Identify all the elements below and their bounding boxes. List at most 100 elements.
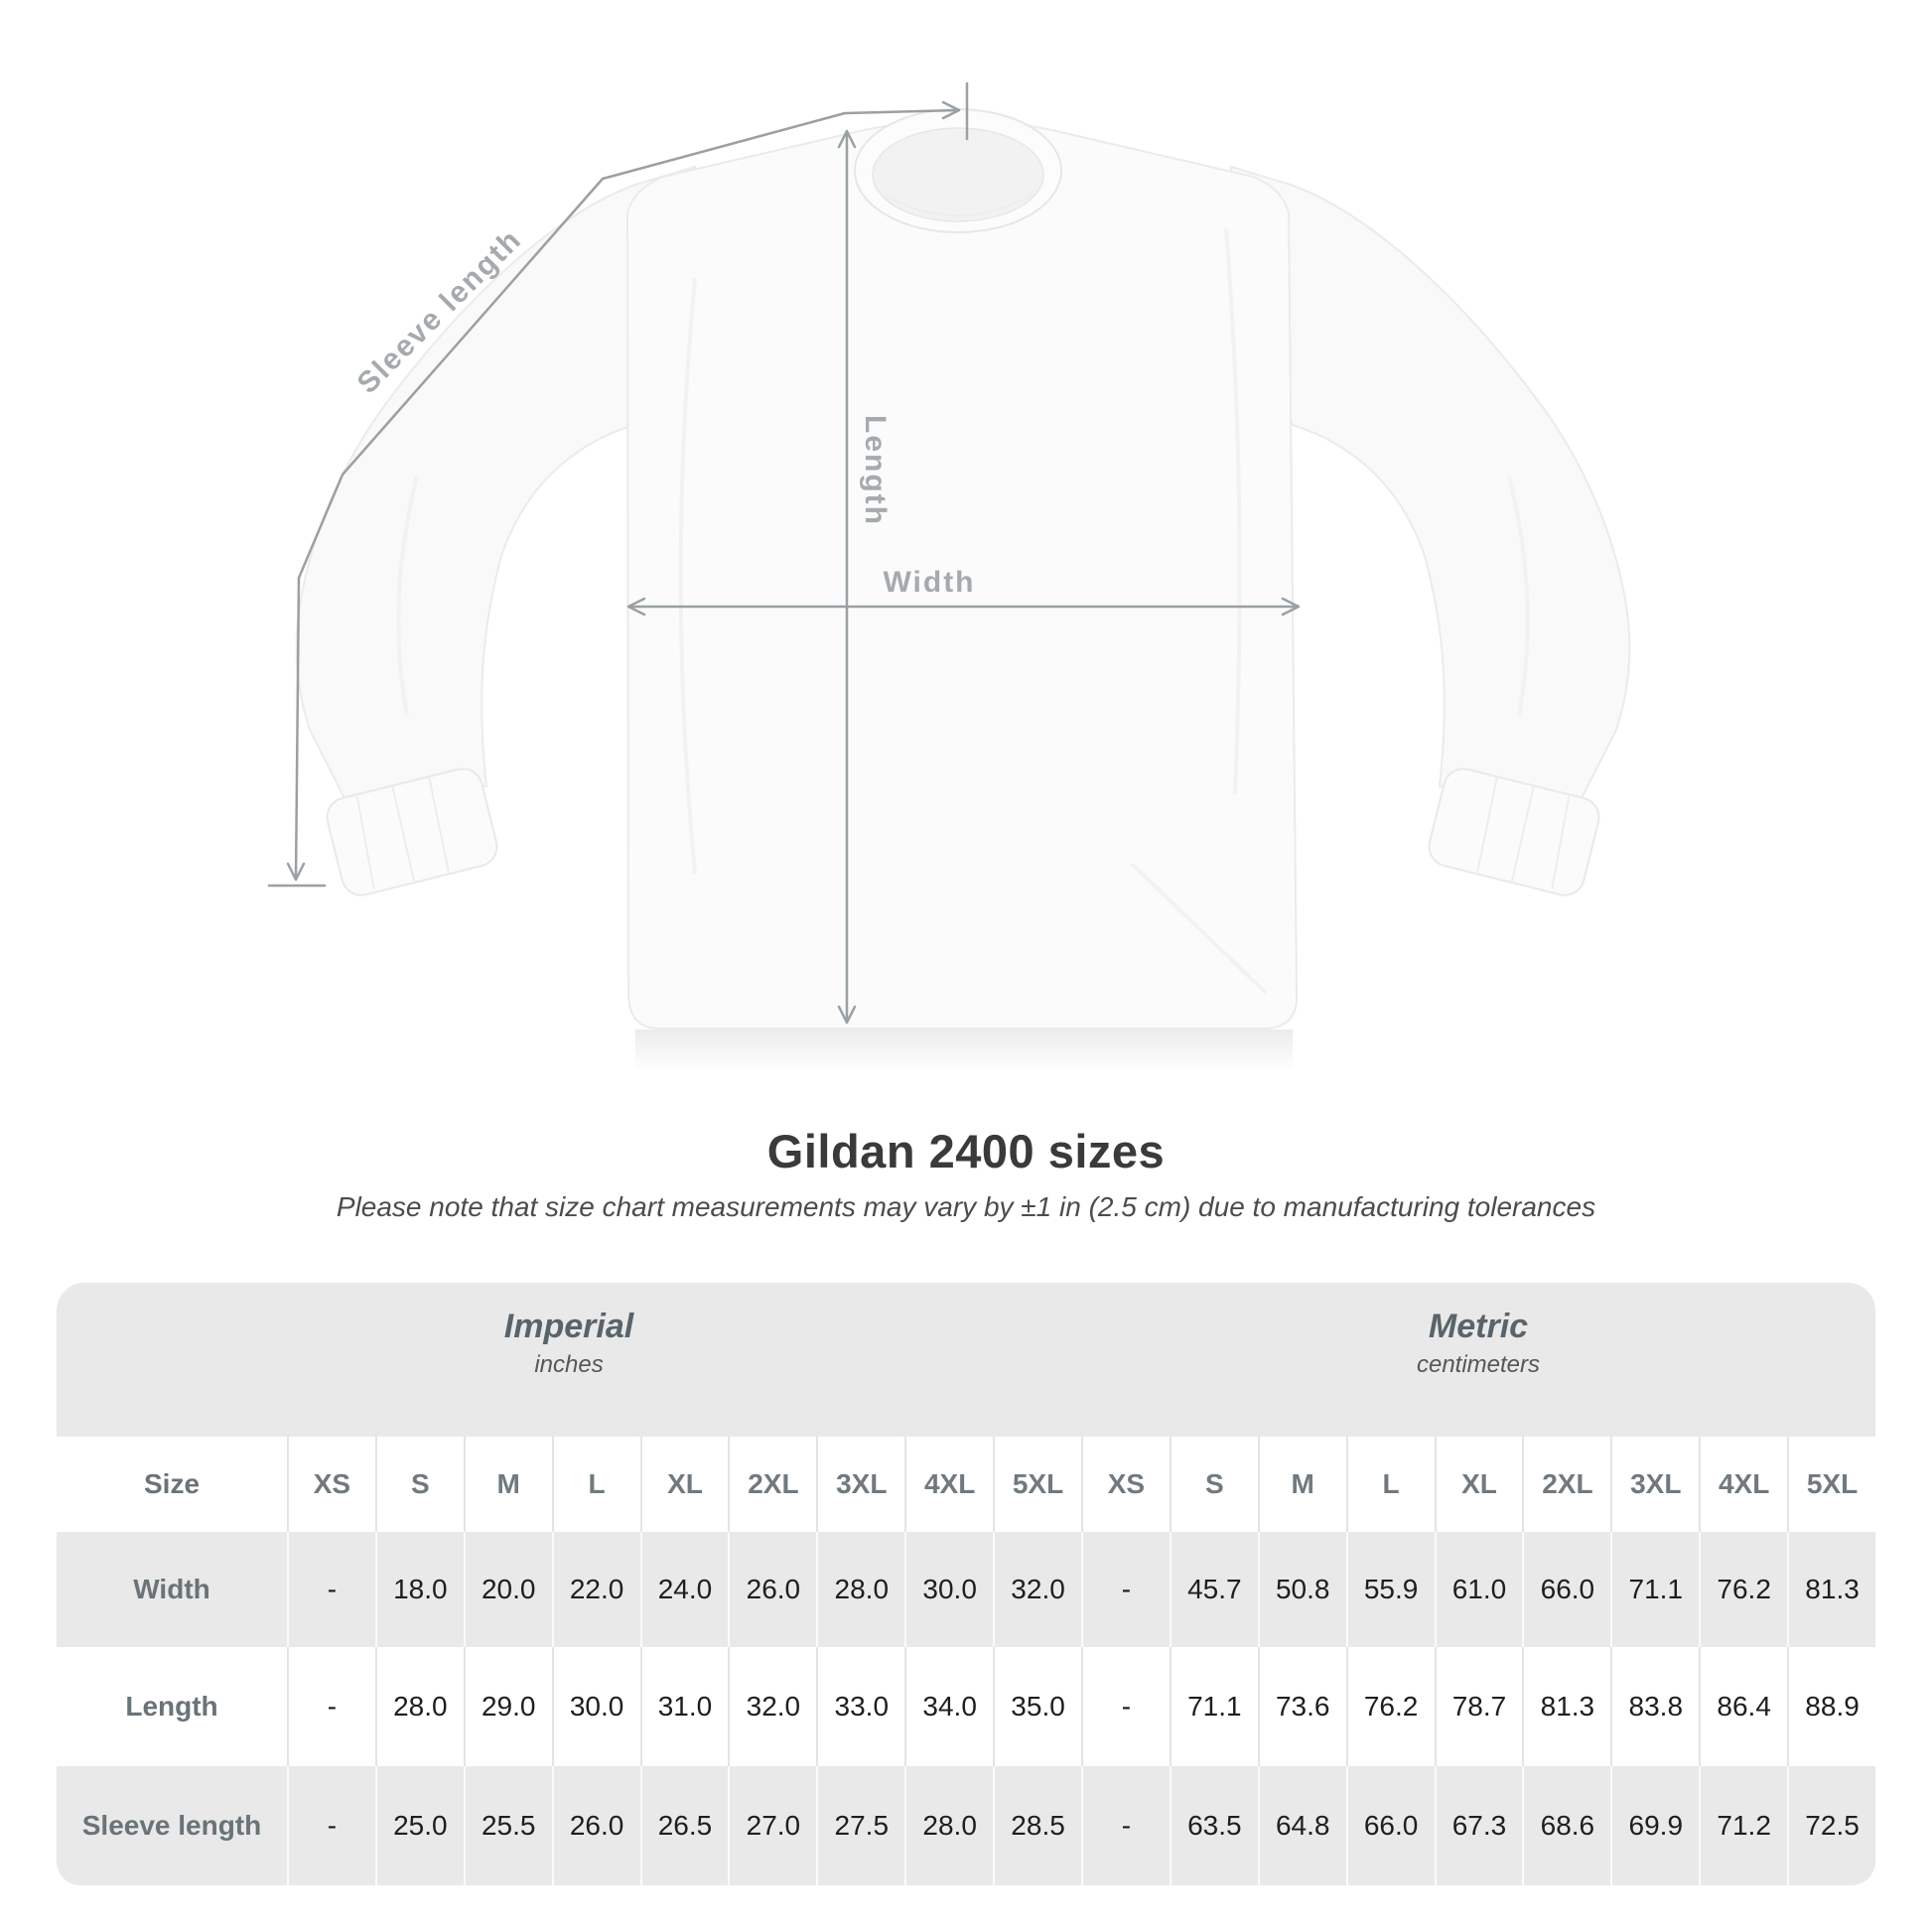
row-label: Sleeve length	[81, 1810, 262, 1841]
column-header: M	[1257, 1437, 1346, 1532]
column-header: 5XL	[993, 1437, 1081, 1532]
table-cell: 45.7	[1169, 1532, 1258, 1647]
table-cell: -	[1080, 1647, 1170, 1766]
table-cell: 28.0	[374, 1647, 464, 1766]
left-sleeve	[295, 165, 696, 897]
table-cell: 67.3	[1434, 1766, 1523, 1885]
length-label: Length	[859, 415, 892, 526]
table-cell: 76.2	[1699, 1532, 1787, 1647]
table-cell: 20.0	[463, 1532, 552, 1647]
table-cell: 83.8	[1610, 1647, 1699, 1766]
table-cell: 34.0	[904, 1647, 993, 1766]
length-arrow: Length	[837, 129, 892, 1025]
column-header: S	[374, 1437, 464, 1532]
shirt-body	[625, 119, 1299, 1071]
table-cell: 86.4	[1699, 1647, 1787, 1766]
collar	[854, 108, 1062, 233]
metric-title: Metric	[1428, 1308, 1529, 1345]
column-header: 4XL	[1699, 1437, 1787, 1532]
unit-group-header-row: Imperial inches Metric centimeters	[57, 1283, 1875, 1437]
column-header: 2XL	[728, 1437, 816, 1532]
table-cell: 55.9	[1345, 1532, 1435, 1647]
table-cell: 28.5	[993, 1766, 1081, 1885]
column-header: 5XL	[1787, 1437, 1875, 1532]
left-cuff	[326, 767, 498, 897]
table-cell: 72.5	[1787, 1766, 1875, 1885]
column-header: S	[1169, 1437, 1258, 1532]
table-cell: -	[1080, 1766, 1170, 1885]
table-cell: 71.2	[1699, 1766, 1787, 1885]
table-cell: -	[287, 1647, 375, 1766]
row-label: Length	[125, 1691, 218, 1722]
table-row-width: Width - 18.0 20.0 22.0 24.0 26.0 28.0 30…	[57, 1532, 1875, 1647]
table-cell: 26.5	[639, 1766, 729, 1885]
column-header: 4XL	[904, 1437, 993, 1532]
table-cell: 78.7	[1434, 1647, 1523, 1766]
table-cell: -	[1080, 1532, 1170, 1647]
right-cuff	[1428, 767, 1600, 897]
table-cell: 81.3	[1787, 1532, 1875, 1647]
table-cell: 63.5	[1169, 1766, 1258, 1885]
column-header: L	[551, 1437, 640, 1532]
table-cell: 30.0	[904, 1532, 993, 1647]
column-header: L	[1345, 1437, 1435, 1532]
table-cell: 26.0	[551, 1766, 640, 1885]
table-row-sleeve-length: Sleeve length - 25.0 25.5 26.0 26.5 27.0…	[57, 1766, 1875, 1885]
size-header: Size	[143, 1468, 201, 1499]
imperial-subtitle: inches	[534, 1351, 604, 1378]
table-cell: 24.0	[639, 1532, 729, 1647]
table-cell: 50.8	[1257, 1532, 1346, 1647]
table-cell: 64.8	[1257, 1766, 1346, 1885]
table-cell: 66.0	[1345, 1766, 1435, 1885]
column-header: XL	[1434, 1437, 1523, 1532]
table-cell: 69.9	[1610, 1766, 1699, 1885]
width-label: Width	[883, 566, 975, 599]
table-cell: -	[287, 1532, 375, 1647]
table-cell: 76.2	[1345, 1647, 1435, 1766]
column-header: 2XL	[1522, 1437, 1610, 1532]
table-cell: 25.0	[374, 1766, 464, 1885]
table-cell: 26.0	[728, 1532, 816, 1647]
table-cell: 32.0	[728, 1647, 816, 1766]
table-cell: 68.6	[1522, 1766, 1610, 1885]
imperial-group-header: Imperial inches	[57, 1283, 1081, 1437]
column-header: M	[463, 1437, 552, 1532]
column-header: 3XL	[816, 1437, 904, 1532]
table-cell: 29.0	[463, 1647, 552, 1766]
table-row-length: Length - 28.0 29.0 30.0 31.0 32.0 33.0 3…	[57, 1647, 1875, 1766]
table-cell: 22.0	[551, 1532, 640, 1647]
size-chart-table: Imperial inches Metric centimeters Size …	[57, 1283, 1875, 1885]
column-header: 3XL	[1610, 1437, 1699, 1532]
size-header-row: Size XS S M L XL 2XL 3XL 4XL 5XL XS S M …	[57, 1437, 1875, 1532]
column-header: XL	[639, 1437, 729, 1532]
table-cell: 18.0	[374, 1532, 464, 1647]
table-cell: 88.9	[1787, 1647, 1875, 1766]
table-cell: 27.5	[816, 1766, 904, 1885]
right-sleeve	[1230, 165, 1631, 897]
row-label: Width	[133, 1574, 210, 1604]
metric-group-header: Metric centimeters	[1081, 1283, 1875, 1437]
page-title: Gildan 2400 sizes	[766, 1125, 1166, 1177]
table-cell: 71.1	[1610, 1532, 1699, 1647]
table-cell: 32.0	[993, 1532, 1081, 1647]
page-subtitle: Please note that size chart measurements…	[336, 1191, 1596, 1222]
table-cell: 61.0	[1434, 1532, 1523, 1647]
imperial-title: Imperial	[503, 1308, 634, 1345]
shirt-illustration: Sleeve length Length Width	[267, 81, 1631, 1071]
table-cell: 27.0	[728, 1766, 816, 1885]
table-cell: -	[287, 1766, 375, 1885]
width-arrow: Width	[626, 566, 1301, 617]
table-cell: 30.0	[551, 1647, 640, 1766]
table-cell: 35.0	[993, 1647, 1081, 1766]
table-cell: 73.6	[1257, 1647, 1346, 1766]
column-header: XS	[1080, 1437, 1170, 1532]
column-header: XS	[287, 1437, 375, 1532]
table-cell: 81.3	[1522, 1647, 1610, 1766]
table-cell: 28.0	[904, 1766, 993, 1885]
table-cell: 71.1	[1169, 1647, 1258, 1766]
metric-subtitle: centimeters	[1416, 1351, 1541, 1378]
table-cell: 31.0	[639, 1647, 729, 1766]
table-cell: 25.5	[463, 1766, 552, 1885]
table-cell: 66.0	[1522, 1532, 1610, 1647]
table-cell: 33.0	[816, 1647, 904, 1766]
